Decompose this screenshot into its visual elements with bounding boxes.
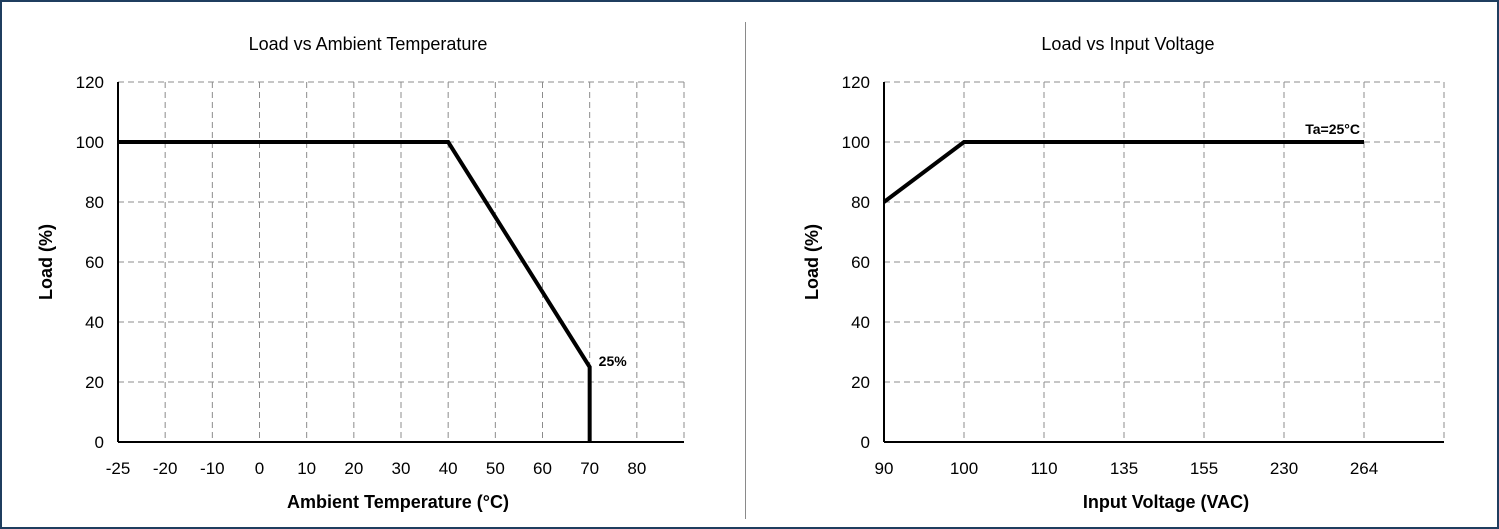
y-tick-label: 80: [851, 193, 870, 212]
chart-title: Load vs Input Voltage: [1041, 34, 1214, 54]
y-tick-label: 0: [861, 433, 870, 452]
x-tick-label: 90: [875, 459, 894, 478]
panel-divider: [745, 22, 746, 519]
x-tick-label: 70: [580, 459, 599, 478]
x-tick-label: 264: [1350, 459, 1378, 478]
x-tick-label: 30: [392, 459, 411, 478]
x-tick-label: -25: [106, 459, 131, 478]
x-tick-label: 0: [255, 459, 264, 478]
x-tick-label: -10: [200, 459, 225, 478]
y-tick-label: 100: [842, 133, 870, 152]
y-tick-label: 80: [85, 193, 104, 212]
y-tick-label: 40: [851, 313, 870, 332]
x-tick-label: 50: [486, 459, 505, 478]
y-tick-label: 60: [851, 253, 870, 272]
annotation-label: 25%: [599, 353, 628, 369]
x-axis-label: Ambient Temperature (°C): [287, 492, 509, 512]
x-tick-label: 20: [344, 459, 363, 478]
y-tick-label: 20: [85, 373, 104, 392]
y-tick-label: 40: [85, 313, 104, 332]
x-tick-label: 110: [1030, 459, 1057, 478]
y-axis-label: Load (%): [36, 224, 56, 300]
x-tick-label: 100: [950, 459, 978, 478]
y-tick-label: 60: [85, 253, 104, 272]
y-tick-label: 120: [842, 73, 870, 92]
chart-title: Load vs Ambient Temperature: [249, 34, 488, 54]
x-tick-label: 60: [533, 459, 552, 478]
x-tick-label: 40: [439, 459, 458, 478]
y-axis-label: Load (%): [802, 224, 822, 300]
y-tick-label: 0: [95, 433, 104, 452]
y-tick-label: 120: [76, 73, 104, 92]
series-line: [882, 140, 1364, 204]
x-tick-label: 10: [297, 459, 316, 478]
y-tick-label: 20: [851, 373, 870, 392]
x-tick-label: 80: [627, 459, 646, 478]
x-tick-label: 155: [1190, 459, 1218, 478]
x-axis-label: Input Voltage (VAC): [1083, 492, 1249, 512]
x-tick-label: 135: [1110, 459, 1138, 478]
series-line: [118, 140, 592, 442]
annotation-label: Ta=25°C: [1305, 121, 1360, 137]
y-tick-label: 100: [76, 133, 104, 152]
x-tick-label: 230: [1270, 459, 1298, 478]
x-tick-label: -20: [153, 459, 178, 478]
